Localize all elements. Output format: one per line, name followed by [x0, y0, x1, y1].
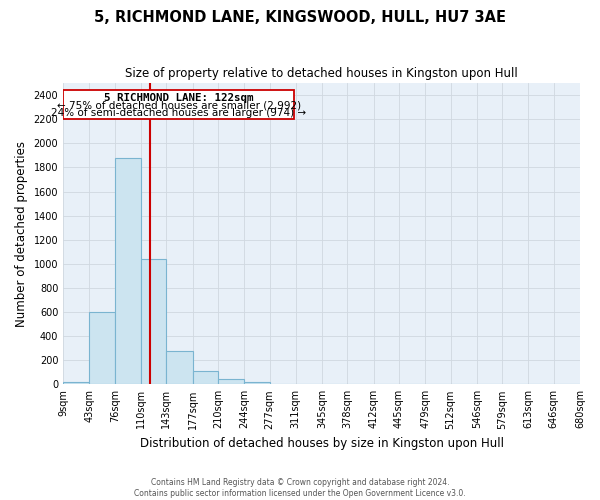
- Bar: [89, 312, 115, 384]
- Title: Size of property relative to detached houses in Kingston upon Hull: Size of property relative to detached ho…: [125, 68, 518, 80]
- Bar: [244, 382, 269, 384]
- Text: 5, RICHMOND LANE, KINGSWOOD, HULL, HU7 3AE: 5, RICHMOND LANE, KINGSWOOD, HULL, HU7 3…: [94, 10, 506, 25]
- Bar: [63, 90, 294, 118]
- Y-axis label: Number of detached properties: Number of detached properties: [15, 140, 28, 326]
- Bar: [218, 379, 244, 384]
- Text: Contains HM Land Registry data © Crown copyright and database right 2024.
Contai: Contains HM Land Registry data © Crown c…: [134, 478, 466, 498]
- Bar: [141, 259, 166, 384]
- Bar: [166, 350, 193, 384]
- Text: ← 75% of detached houses are smaller (2,992): ← 75% of detached houses are smaller (2,…: [56, 100, 301, 110]
- Text: 5 RICHMOND LANE: 122sqm: 5 RICHMOND LANE: 122sqm: [104, 94, 253, 104]
- X-axis label: Distribution of detached houses by size in Kingston upon Hull: Distribution of detached houses by size …: [140, 437, 503, 450]
- Bar: [193, 371, 218, 384]
- Bar: [63, 382, 89, 384]
- Bar: [115, 158, 141, 384]
- Text: 24% of semi-detached houses are larger (974) →: 24% of semi-detached houses are larger (…: [51, 108, 306, 118]
